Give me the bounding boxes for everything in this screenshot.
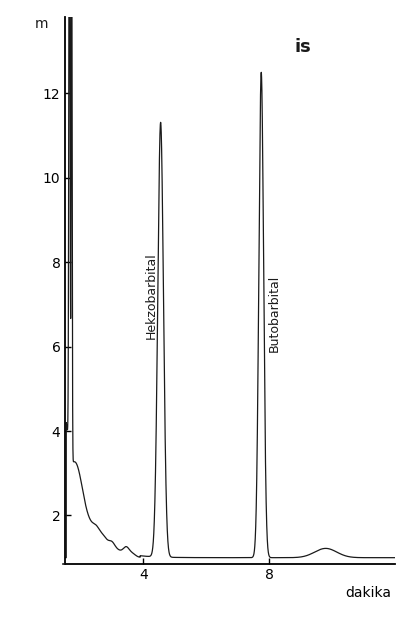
- Text: m: m: [34, 18, 48, 32]
- Text: is: is: [294, 38, 310, 56]
- Text: Butobarbital: Butobarbital: [267, 275, 280, 351]
- X-axis label: dakika: dakika: [345, 586, 390, 600]
- Text: Hekzobarbital: Hekzobarbital: [144, 252, 157, 339]
